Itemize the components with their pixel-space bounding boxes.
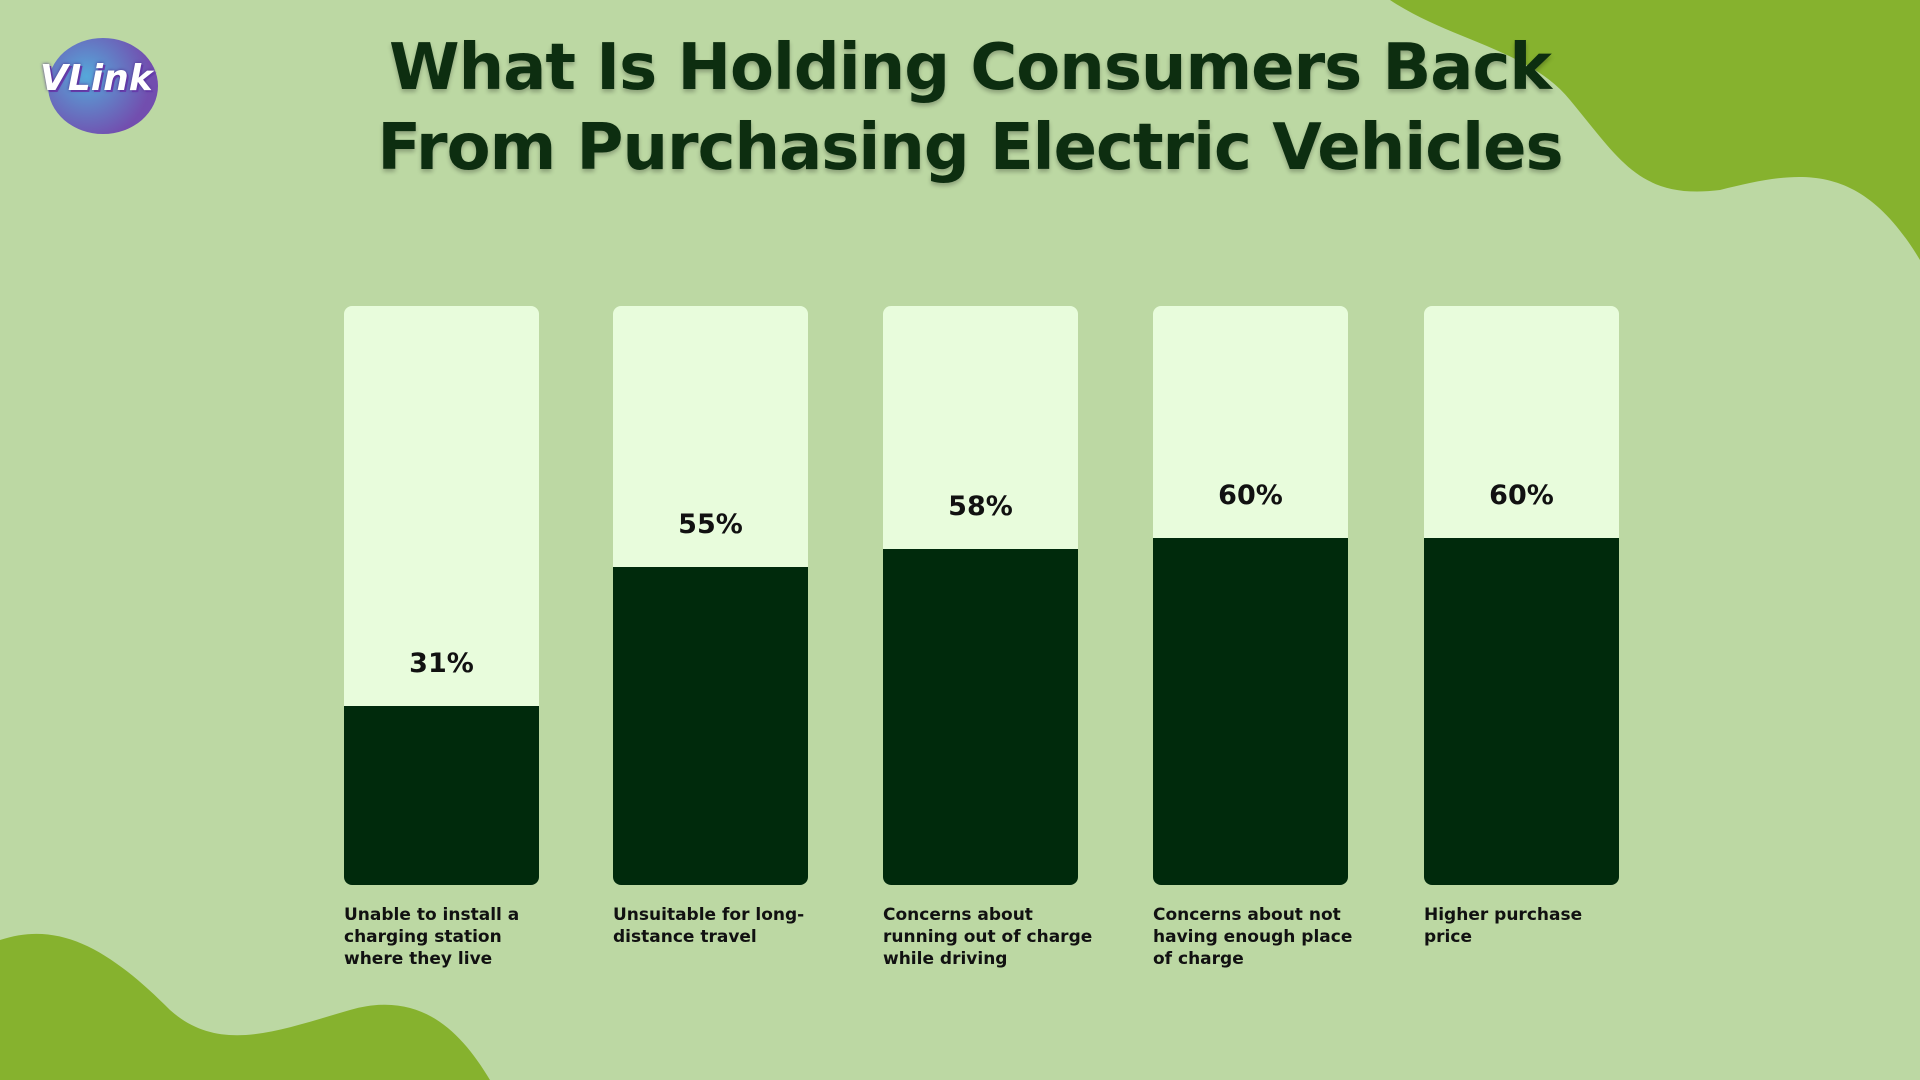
blob — [0, 933, 490, 1080]
bar — [1153, 537, 1348, 885]
value-label: 58% — [948, 491, 1013, 523]
bar — [883, 549, 1078, 885]
category-label: Unsuitable for long-distance travel — [613, 905, 805, 947]
bar — [1424, 537, 1619, 885]
bar — [613, 566, 808, 885]
chart-title: What Is Holding Consumers Back From Purc… — [377, 31, 1563, 185]
category-label: Concerns about not having enough place o… — [1153, 905, 1353, 969]
value-label: 60% — [1489, 479, 1554, 511]
bar — [344, 705, 539, 885]
category-label: Concerns about running out of charge whi… — [883, 905, 1093, 969]
logo-globe — [48, 38, 158, 134]
value-label: 31% — [409, 647, 474, 679]
category-label: Unable to install a charging station whe… — [344, 905, 520, 969]
value-label: 60% — [1218, 479, 1283, 511]
category-label: Higher purchase price — [1424, 905, 1583, 947]
blob — [1390, 0, 1920, 260]
logo: VLink — [40, 58, 153, 99]
value-label: 55% — [678, 508, 743, 540]
